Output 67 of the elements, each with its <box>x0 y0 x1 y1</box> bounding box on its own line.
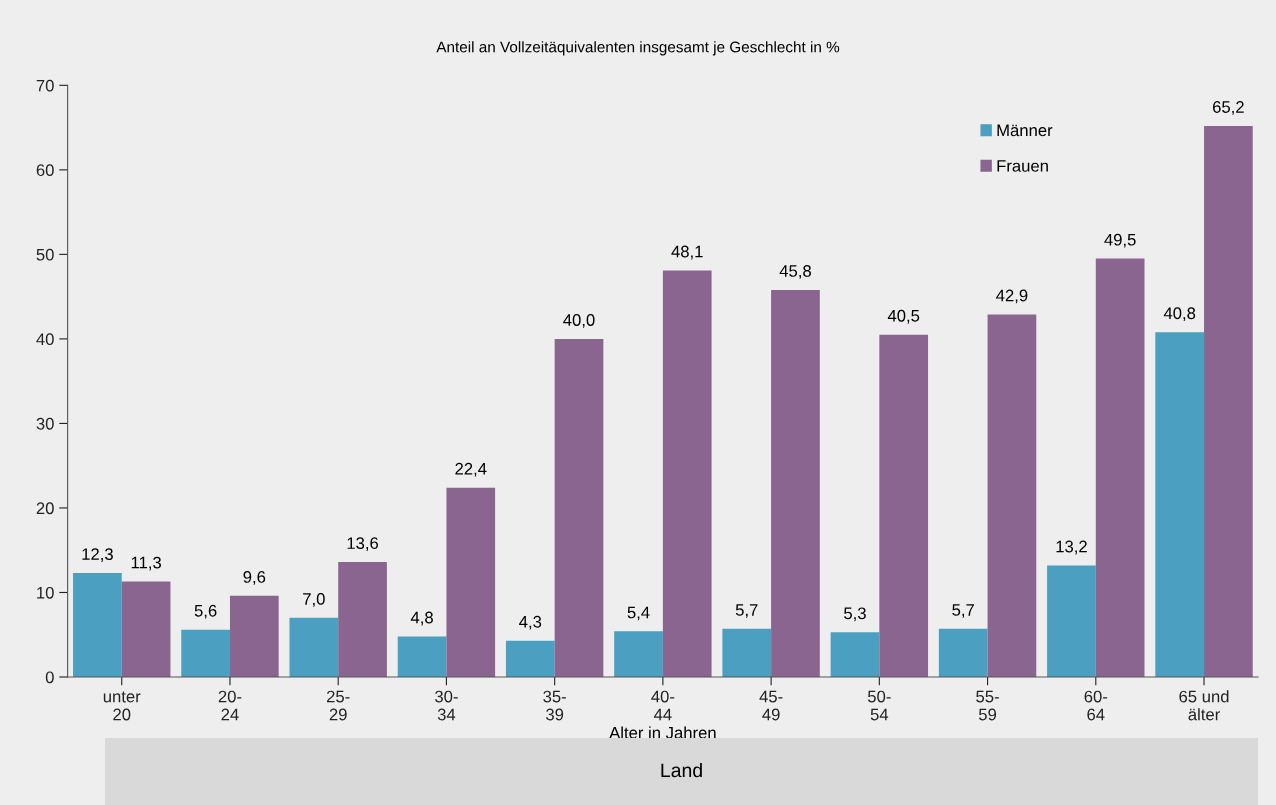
bar <box>73 573 122 678</box>
bar <box>289 617 339 678</box>
data-label: 13,2 <box>1056 540 1087 555</box>
data-label: 7,0 <box>303 593 325 607</box>
data-label: 5,3 <box>844 607 866 622</box>
y-tick-label: 20 <box>36 502 54 515</box>
data-label: 48,1 <box>671 245 703 260</box>
bar <box>662 270 712 678</box>
bar <box>830 632 880 678</box>
bar <box>505 640 555 678</box>
bar <box>229 595 279 678</box>
x-tick-label: 50- 54 <box>867 690 891 721</box>
y-tick-label: 60 <box>36 164 54 177</box>
bar <box>938 628 988 678</box>
data-label: 5,4 <box>627 606 650 621</box>
bar <box>879 334 929 678</box>
bar <box>1047 565 1096 678</box>
data-label: 12,3 <box>82 548 113 562</box>
y-tick-label: 40 <box>36 333 54 346</box>
legend-label: Frauen <box>997 160 1048 172</box>
x-tick-label: 65 und älter <box>1179 690 1229 721</box>
data-label: 9,6 <box>243 571 266 585</box>
x-tick-label: 55- 59 <box>976 690 999 721</box>
y-tick-label: 30 <box>36 417 54 430</box>
text: Land <box>661 762 702 778</box>
y-tick-label: 70 <box>36 79 54 92</box>
data-label: 4,8 <box>410 611 433 626</box>
data-label: 4,3 <box>519 615 542 630</box>
data-label: 13,6 <box>347 537 379 551</box>
bar <box>1155 332 1205 678</box>
x-tick-label: 40- 44 <box>651 690 675 721</box>
x-tick-label: 45- 49 <box>759 690 783 721</box>
legend-label: Männer <box>997 124 1053 137</box>
bar <box>121 581 171 678</box>
bar <box>1204 125 1253 678</box>
y-tick-label: 50 <box>36 248 54 261</box>
x-tick-label: 30- 34 <box>435 690 458 721</box>
bar <box>338 562 387 678</box>
data-label: 42,9 <box>996 289 1028 304</box>
data-label: 40,8 <box>1163 307 1196 322</box>
data-label: 40,5 <box>887 309 920 324</box>
y-tick-label: 10 <box>37 586 54 599</box>
bar <box>181 629 230 678</box>
data-label: 22,4 <box>455 462 487 477</box>
x-tick-label: 35- 39 <box>543 690 566 721</box>
bar <box>987 314 1037 678</box>
bar <box>722 628 772 678</box>
data-label: 40,0 <box>563 314 595 328</box>
x-tick-label: 20- 24 <box>218 690 242 721</box>
bar <box>554 338 604 678</box>
data-label: 11,3 <box>131 556 161 571</box>
chart-title: Anteil an Vollzeitäquivalenten insgesamt je Geschlecht in % <box>436 41 840 56</box>
data-label: 5,6 <box>194 604 217 619</box>
bar <box>614 631 663 678</box>
data-label: 5,7 <box>735 604 758 618</box>
bar <box>446 487 496 678</box>
data-label: 45,8 <box>779 265 811 279</box>
data-label: 65,2 <box>1213 101 1244 115</box>
x-tick-label: 60- 64 <box>1084 690 1108 721</box>
bar <box>397 636 447 678</box>
data-label: 49,5 <box>1104 233 1136 248</box>
x-tick-label: unter 20 <box>103 691 141 721</box>
y-tick-label: 0 <box>45 671 54 684</box>
x-tick-label: 25- 29 <box>326 690 350 721</box>
bar <box>1095 258 1145 678</box>
bar <box>771 289 820 678</box>
data-label: 5,7 <box>952 604 974 618</box>
